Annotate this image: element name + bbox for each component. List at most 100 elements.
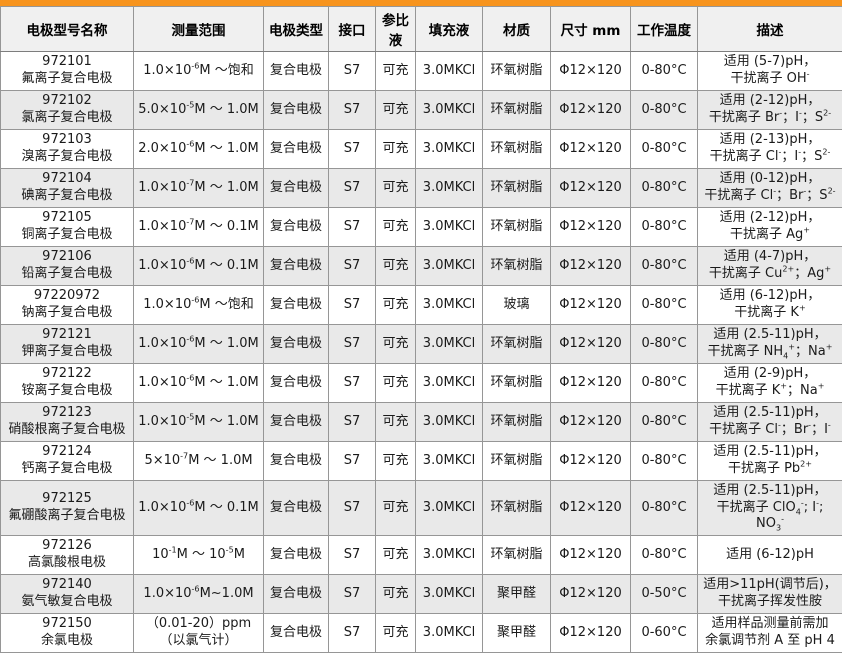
col-header-temperature: 工作温度 — [631, 7, 698, 52]
cell-type: 复合电极 — [264, 169, 329, 208]
cell-reference: 可充 — [376, 403, 416, 442]
cell-reference: 可充 — [376, 481, 416, 536]
cell-range: 1.0×10-6M~1.0M — [134, 574, 264, 613]
cell-material: 环氧树脂 — [483, 91, 551, 130]
cell-size: Φ12×120 — [551, 481, 631, 536]
cell-fill: 3.0MKCl — [416, 325, 483, 364]
cell-size: Φ12×120 — [551, 403, 631, 442]
cell-material: 玻璃 — [483, 286, 551, 325]
cell-temperature: 0-80°C — [631, 169, 698, 208]
cell-port: S7 — [329, 325, 376, 364]
cell-material: 聚甲醛 — [483, 613, 551, 652]
cell-fill: 3.0MKCl — [416, 247, 483, 286]
cell-port: S7 — [329, 130, 376, 169]
cell-range: 5.0×10-5M ～ 1.0M — [134, 91, 264, 130]
cell-size: Φ12×120 — [551, 52, 631, 91]
col-header-description: 描述 — [698, 7, 842, 52]
cell-range: 1.0×10-6M ～饱和 — [134, 52, 264, 91]
cell-material: 环氧树脂 — [483, 169, 551, 208]
cell-description: 适用 (2.5-11)pH，干扰离子 Pb2+ — [698, 442, 842, 481]
cell-reference: 可充 — [376, 613, 416, 652]
cell-temperature: 0-80°C — [631, 535, 698, 574]
cell-description: 适用 (6-12)pH — [698, 535, 842, 574]
electrode-spec-table: 电极型号名称 测量范围 电极类型 接口 参比液 填充液 材质 尺寸 mm 工作温… — [0, 6, 842, 653]
cell-fill: 3.0MKCl — [416, 169, 483, 208]
cell-type: 复合电极 — [264, 286, 329, 325]
cell-size: Φ12×120 — [551, 130, 631, 169]
cell-port: S7 — [329, 286, 376, 325]
cell-reference: 可充 — [376, 91, 416, 130]
cell-type: 复合电极 — [264, 364, 329, 403]
cell-port: S7 — [329, 535, 376, 574]
cell-size: Φ12×120 — [551, 325, 631, 364]
cell-reference: 可充 — [376, 286, 416, 325]
cell-type: 复合电极 — [264, 535, 329, 574]
cell-fill: 3.0MKCl — [416, 52, 483, 91]
cell-material: 环氧树脂 — [483, 130, 551, 169]
cell-range: 1.0×10-7M ～ 1.0M — [134, 169, 264, 208]
cell-reference: 可充 — [376, 535, 416, 574]
cell-port: S7 — [329, 52, 376, 91]
cell-port: S7 — [329, 91, 376, 130]
cell-fill: 3.0MKCl — [416, 208, 483, 247]
col-header-reference: 参比液 — [376, 7, 416, 52]
cell-material: 环氧树脂 — [483, 52, 551, 91]
cell-port: S7 — [329, 613, 376, 652]
cell-temperature: 0-80°C — [631, 247, 698, 286]
cell-size: Φ12×120 — [551, 91, 631, 130]
cell-material: 环氧树脂 — [483, 535, 551, 574]
cell-range: 1.0×10-7M ～ 0.1M — [134, 208, 264, 247]
cell-reference: 可充 — [376, 208, 416, 247]
col-header-model: 电极型号名称 — [1, 7, 134, 52]
cell-port: S7 — [329, 403, 376, 442]
cell-temperature: 0-80°C — [631, 325, 698, 364]
cell-fill: 3.0MKCl — [416, 574, 483, 613]
cell-size: Φ12×120 — [551, 208, 631, 247]
cell-type: 复合电极 — [264, 325, 329, 364]
cell-range: 1.0×10-6M ～ 0.1M — [134, 481, 264, 536]
cell-reference: 可充 — [376, 574, 416, 613]
cell-fill: 3.0MKCl — [416, 286, 483, 325]
cell-type: 复合电极 — [264, 208, 329, 247]
cell-material: 环氧树脂 — [483, 403, 551, 442]
cell-description: 适用 (4-7)pH，干扰离子 Cu2+；Ag+ — [698, 247, 842, 286]
cell-port: S7 — [329, 442, 376, 481]
cell-material: 聚甲醛 — [483, 574, 551, 613]
cell-range: 1.0×10-6M ～ 1.0M — [134, 364, 264, 403]
cell-description: 适用 (2-13)pH，干扰离子 Cl-；I-；S2- — [698, 130, 842, 169]
cell-temperature: 0-80°C — [631, 208, 698, 247]
cell-type: 复合电极 — [264, 481, 329, 536]
cell-fill: 3.0MKCl — [416, 535, 483, 574]
col-header-type: 电极类型 — [264, 7, 329, 52]
cell-type: 复合电极 — [264, 613, 329, 652]
cell-type: 复合电极 — [264, 574, 329, 613]
cell-description: 适用 (2.5-11)pH，干扰离子 Cl-；Br-；I- — [698, 403, 842, 442]
cell-description: 适用 (2-12)pH，干扰离子 Ag+ — [698, 208, 842, 247]
cell-description: 适用 (6-12)pH，干扰离子 K+ — [698, 286, 842, 325]
cell-port: S7 — [329, 481, 376, 536]
cell-port: S7 — [329, 169, 376, 208]
cell-temperature: 0-80°C — [631, 442, 698, 481]
cell-type: 复合电极 — [264, 442, 329, 481]
cell-material: 环氧树脂 — [483, 442, 551, 481]
cell-type: 复合电极 — [264, 52, 329, 91]
cell-range: 5×10-7M ～ 1.0M — [134, 442, 264, 481]
